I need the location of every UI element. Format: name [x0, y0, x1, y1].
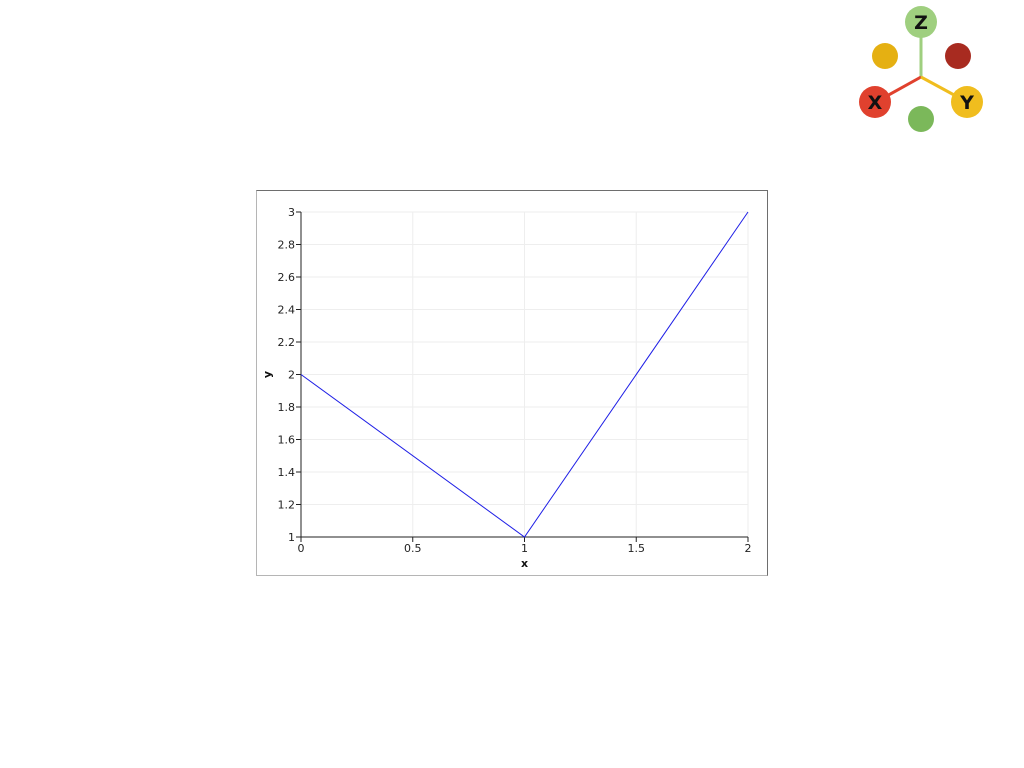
axes-layer: 1 1.2 1.4 1.6 1.8 2 2.2 2.4 2.6 2.8 3 0 0.5 1 1.5 2 — [278, 206, 752, 555]
negative-z-axis-dot[interactable] — [908, 106, 934, 132]
x-tick-label-1: 0.5 — [404, 542, 422, 555]
y-tick-label-10: 3 — [288, 206, 295, 219]
line-chart: 1 1.2 1.4 1.6 1.8 2 2.2 2.4 2.6 2.8 3 0 0.5 1 1.5 2 x y — [261, 206, 752, 570]
y-tick-label-2: 1.4 — [278, 466, 296, 479]
y-tick-label-3: 1.6 — [278, 434, 296, 447]
y-axis-title: y — [261, 371, 274, 378]
y-tick-label-5: 2 — [288, 369, 295, 382]
x-axis-dot[interactable] — [859, 86, 891, 118]
y-axis-label: Y — [959, 92, 974, 114]
y-tick-label-4: 1.8 — [278, 401, 296, 414]
grid-layer — [300, 211, 749, 538]
x-tick-label-3: 1.5 — [628, 542, 646, 555]
y-tick-label-6: 2.2 — [278, 336, 296, 349]
x-tick-label-4: 2 — [745, 542, 752, 555]
z-axis-label: Z — [914, 12, 928, 34]
x-axis-title: x — [521, 557, 528, 570]
z-axis-dot[interactable] — [905, 6, 937, 38]
y-axis-dot[interactable] — [951, 86, 983, 118]
x-axis-label: X — [868, 92, 883, 114]
y-tick-label-7: 2.4 — [278, 304, 296, 317]
y-tick-label-1: 1.2 — [278, 499, 296, 512]
x-tick-label-0: 0 — [298, 542, 305, 555]
negative-y-axis-dot[interactable] — [872, 43, 898, 69]
orientation-axes-widget[interactable]: Z X Y — [850, 0, 1000, 140]
series-layer — [300, 211, 749, 538]
y-tick-label-9: 2.8 — [278, 239, 296, 252]
chart-panel[interactable]: 1 1.2 1.4 1.6 1.8 2 2.2 2.4 2.6 2.8 3 0 0.5 1 1.5 2 x y — [256, 190, 768, 576]
y-tick-label-0: 1 — [288, 531, 295, 544]
negative-x-axis-dot[interactable] — [945, 43, 971, 69]
x-tick-label-2: 1 — [521, 542, 528, 555]
y-tick-label-8: 2.6 — [278, 271, 296, 284]
